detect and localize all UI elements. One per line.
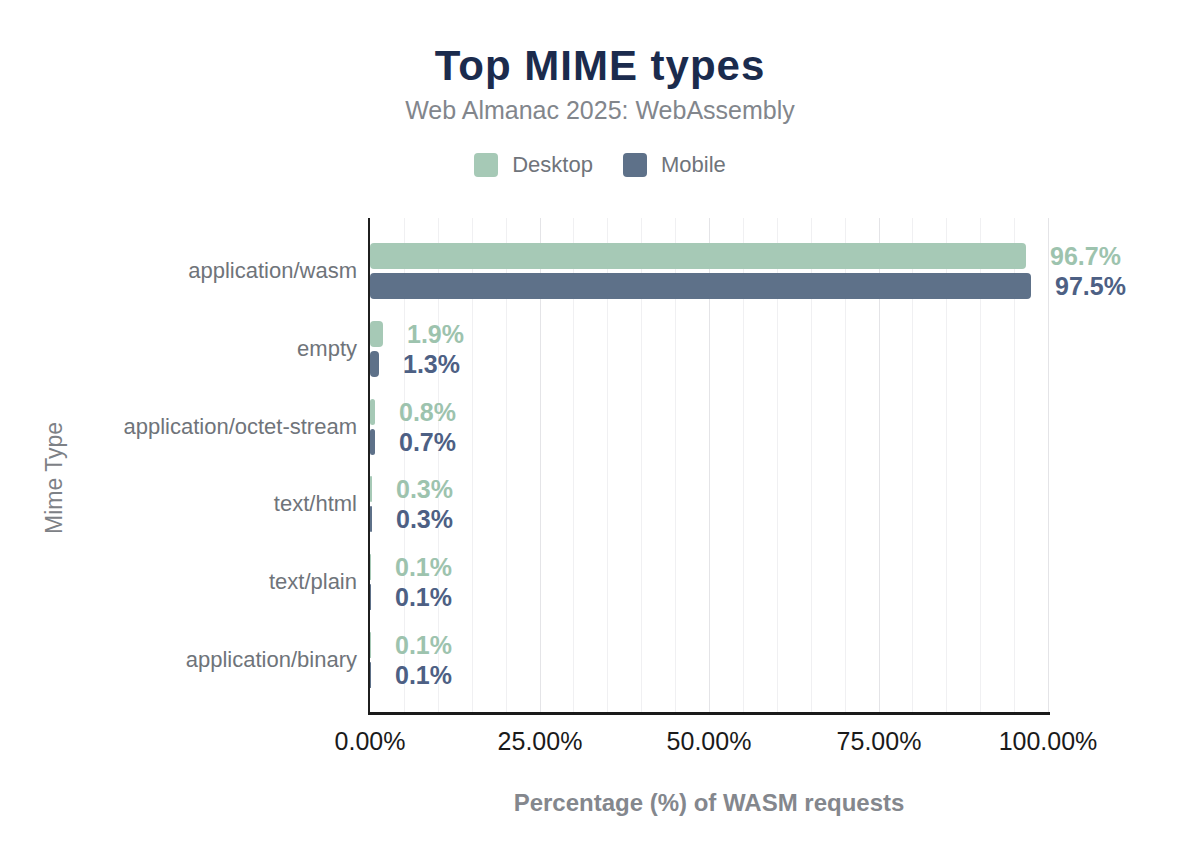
legend-item-desktop: Desktop [474, 152, 593, 178]
bar-mobile-5[interactable] [370, 662, 371, 688]
x-axis-title: Percentage (%) of WASM requests [370, 789, 1048, 817]
category-label: application/octet-stream [30, 414, 357, 440]
x-tick-label: 75.00% [837, 727, 922, 756]
value-label-desktop-1: 1.9% [407, 321, 464, 347]
bar-desktop-0[interactable] [370, 243, 1026, 269]
legend-item-mobile: Mobile [623, 152, 726, 178]
bar-desktop-1[interactable] [370, 321, 383, 347]
bar-desktop-5[interactable] [370, 632, 371, 658]
x-tick-label: 50.00% [667, 727, 752, 756]
value-label-mobile-3: 0.3% [396, 506, 453, 532]
bar-mobile-3[interactable] [370, 506, 372, 532]
bar-mobile-4[interactable] [370, 584, 371, 610]
x-tick-label: 100.00% [999, 727, 1098, 756]
value-label-mobile-4: 0.1% [395, 584, 452, 610]
category-label: text/plain [30, 569, 357, 595]
chart-title: Top MIME types [0, 42, 1200, 90]
legend-swatch-desktop [474, 153, 498, 177]
category-label: empty [30, 336, 357, 362]
value-label-mobile-0: 97.5% [1055, 273, 1126, 299]
legend-label: Desktop [512, 152, 593, 178]
bar-mobile-2[interactable] [370, 429, 375, 455]
bar-desktop-2[interactable] [370, 399, 375, 425]
value-label-desktop-2: 0.8% [399, 399, 456, 425]
value-label-desktop-5: 0.1% [395, 632, 452, 658]
bar-mobile-0[interactable] [370, 273, 1031, 299]
value-label-desktop-3: 0.3% [396, 476, 453, 502]
x-tick-label: 25.00% [498, 727, 583, 756]
x-axis-line [368, 712, 1050, 715]
category-label: text/html [30, 491, 357, 517]
value-label-mobile-1: 1.3% [403, 351, 460, 377]
value-label-mobile-5: 0.1% [395, 662, 452, 688]
legend-label: Mobile [661, 152, 726, 178]
x-tick-label: 0.00% [335, 727, 406, 756]
category-label: application/binary [30, 647, 357, 673]
legend-swatch-mobile [623, 153, 647, 177]
bar-mobile-1[interactable] [370, 351, 379, 377]
value-label-desktop-0: 96.7% [1050, 243, 1121, 269]
value-label-desktop-4: 0.1% [395, 554, 452, 580]
major-gridline [1048, 218, 1049, 713]
category-label: application/wasm [30, 258, 357, 284]
value-label-mobile-2: 0.7% [399, 429, 456, 455]
chart-canvas: Top MIME types Web Almanac 2025: WebAsse… [0, 0, 1200, 860]
legend: Desktop Mobile [0, 152, 1200, 178]
bar-desktop-4[interactable] [370, 554, 371, 580]
bar-desktop-3[interactable] [370, 476, 372, 502]
chart-subtitle: Web Almanac 2025: WebAssembly [0, 96, 1200, 125]
